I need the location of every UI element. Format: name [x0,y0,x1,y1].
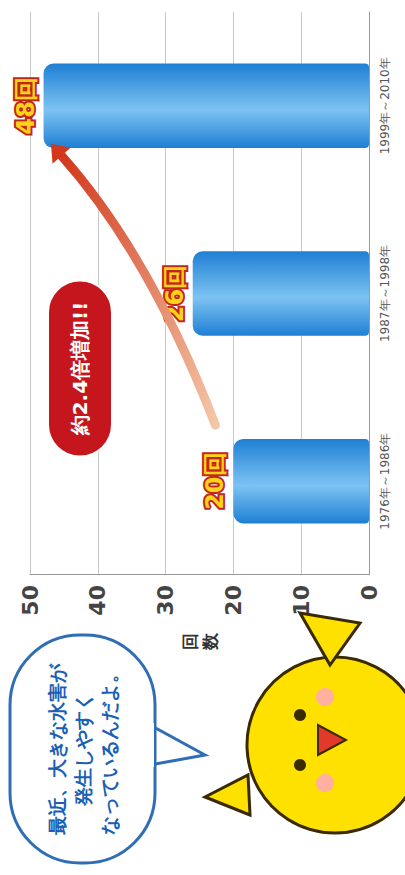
svg-text:数: 数 [200,632,220,651]
svg-text:1999年～2010年: 1999年～2010年 [378,57,392,154]
svg-text:40: 40 [85,585,110,616]
svg-text:発生しやすく: 発生しやすく [72,692,94,807]
svg-text:20: 20 [221,585,246,616]
svg-text:1976年～1986年: 1976年～1986年 [378,433,392,530]
svg-text:30: 30 [153,585,178,616]
svg-text:50: 50 [18,585,43,616]
svg-text:0: 0 [357,585,382,600]
svg-text:1987年～1998年: 1987年～1998年 [378,245,392,342]
svg-text:10: 10 [289,585,314,616]
svg-text:約2.4倍増加!!: 約2.4倍増加!! [68,302,92,437]
svg-text:26回: 26回 [160,264,189,323]
svg-text:48回: 48回 [12,77,40,134]
svg-text:なっているんだよ。: なっているんだよ。 [98,664,120,835]
svg-text:回: 回 [180,633,200,650]
svg-text:最近、大きな水害が: 最近、大きな水害が [46,663,68,836]
svg-text:20回: 20回 [201,452,229,509]
